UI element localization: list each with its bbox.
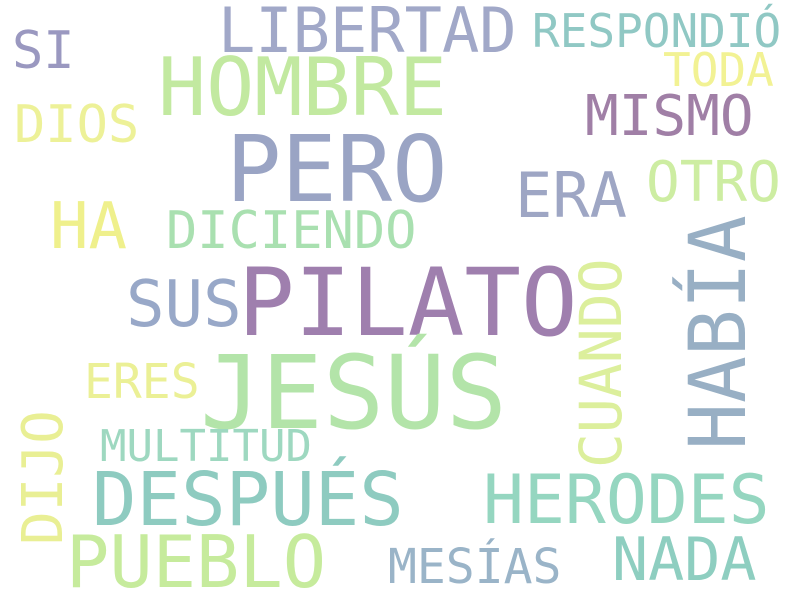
- word-herodes: HERODES: [483, 461, 770, 540]
- word-jesus: JESÚS: [200, 334, 508, 453]
- word-mismo: MISMO: [585, 84, 754, 149]
- word-diciendo: DICIENDO: [166, 201, 417, 261]
- word-mesias: MESÍAS: [388, 539, 562, 595]
- word-nada: NADA: [612, 525, 757, 595]
- word-dios: DIOS: [14, 95, 140, 155]
- word-era: ERA: [515, 159, 627, 232]
- word-respondio: RESPONDIÓ: [532, 4, 782, 58]
- word-hombre: HOMBRE: [158, 41, 447, 134]
- word-si: SI: [12, 21, 75, 81]
- word-despues: DESPUÉS: [92, 457, 404, 543]
- word-pueblo: PUEBLO: [66, 520, 327, 604]
- word-libertad: LIBERTAD: [218, 0, 517, 67]
- word-ha: HA: [50, 190, 128, 264]
- word-dijo: DIJO: [11, 410, 76, 545]
- word-habia: HABÍA: [674, 215, 764, 450]
- word-eres: ERES: [84, 354, 200, 410]
- word-toda: TODA: [663, 43, 774, 97]
- word-pero: PERO: [226, 116, 448, 223]
- word-cuando: CUANDO: [567, 258, 635, 468]
- word-multitud: MULTITUD: [100, 421, 312, 472]
- word-otro: OTRO: [646, 150, 781, 215]
- word-pilato: PILATO: [238, 249, 578, 358]
- word-sus: SUS: [126, 268, 242, 342]
